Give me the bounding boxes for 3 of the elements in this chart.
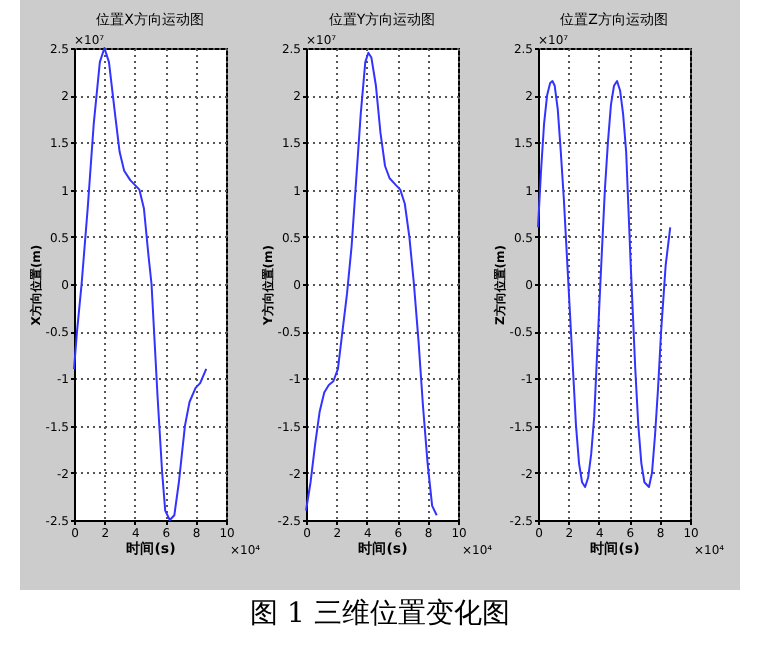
line-series	[305, 51, 438, 517]
line-series	[537, 80, 672, 488]
caption: 图 1 三维位置变化图	[248, 596, 512, 632]
